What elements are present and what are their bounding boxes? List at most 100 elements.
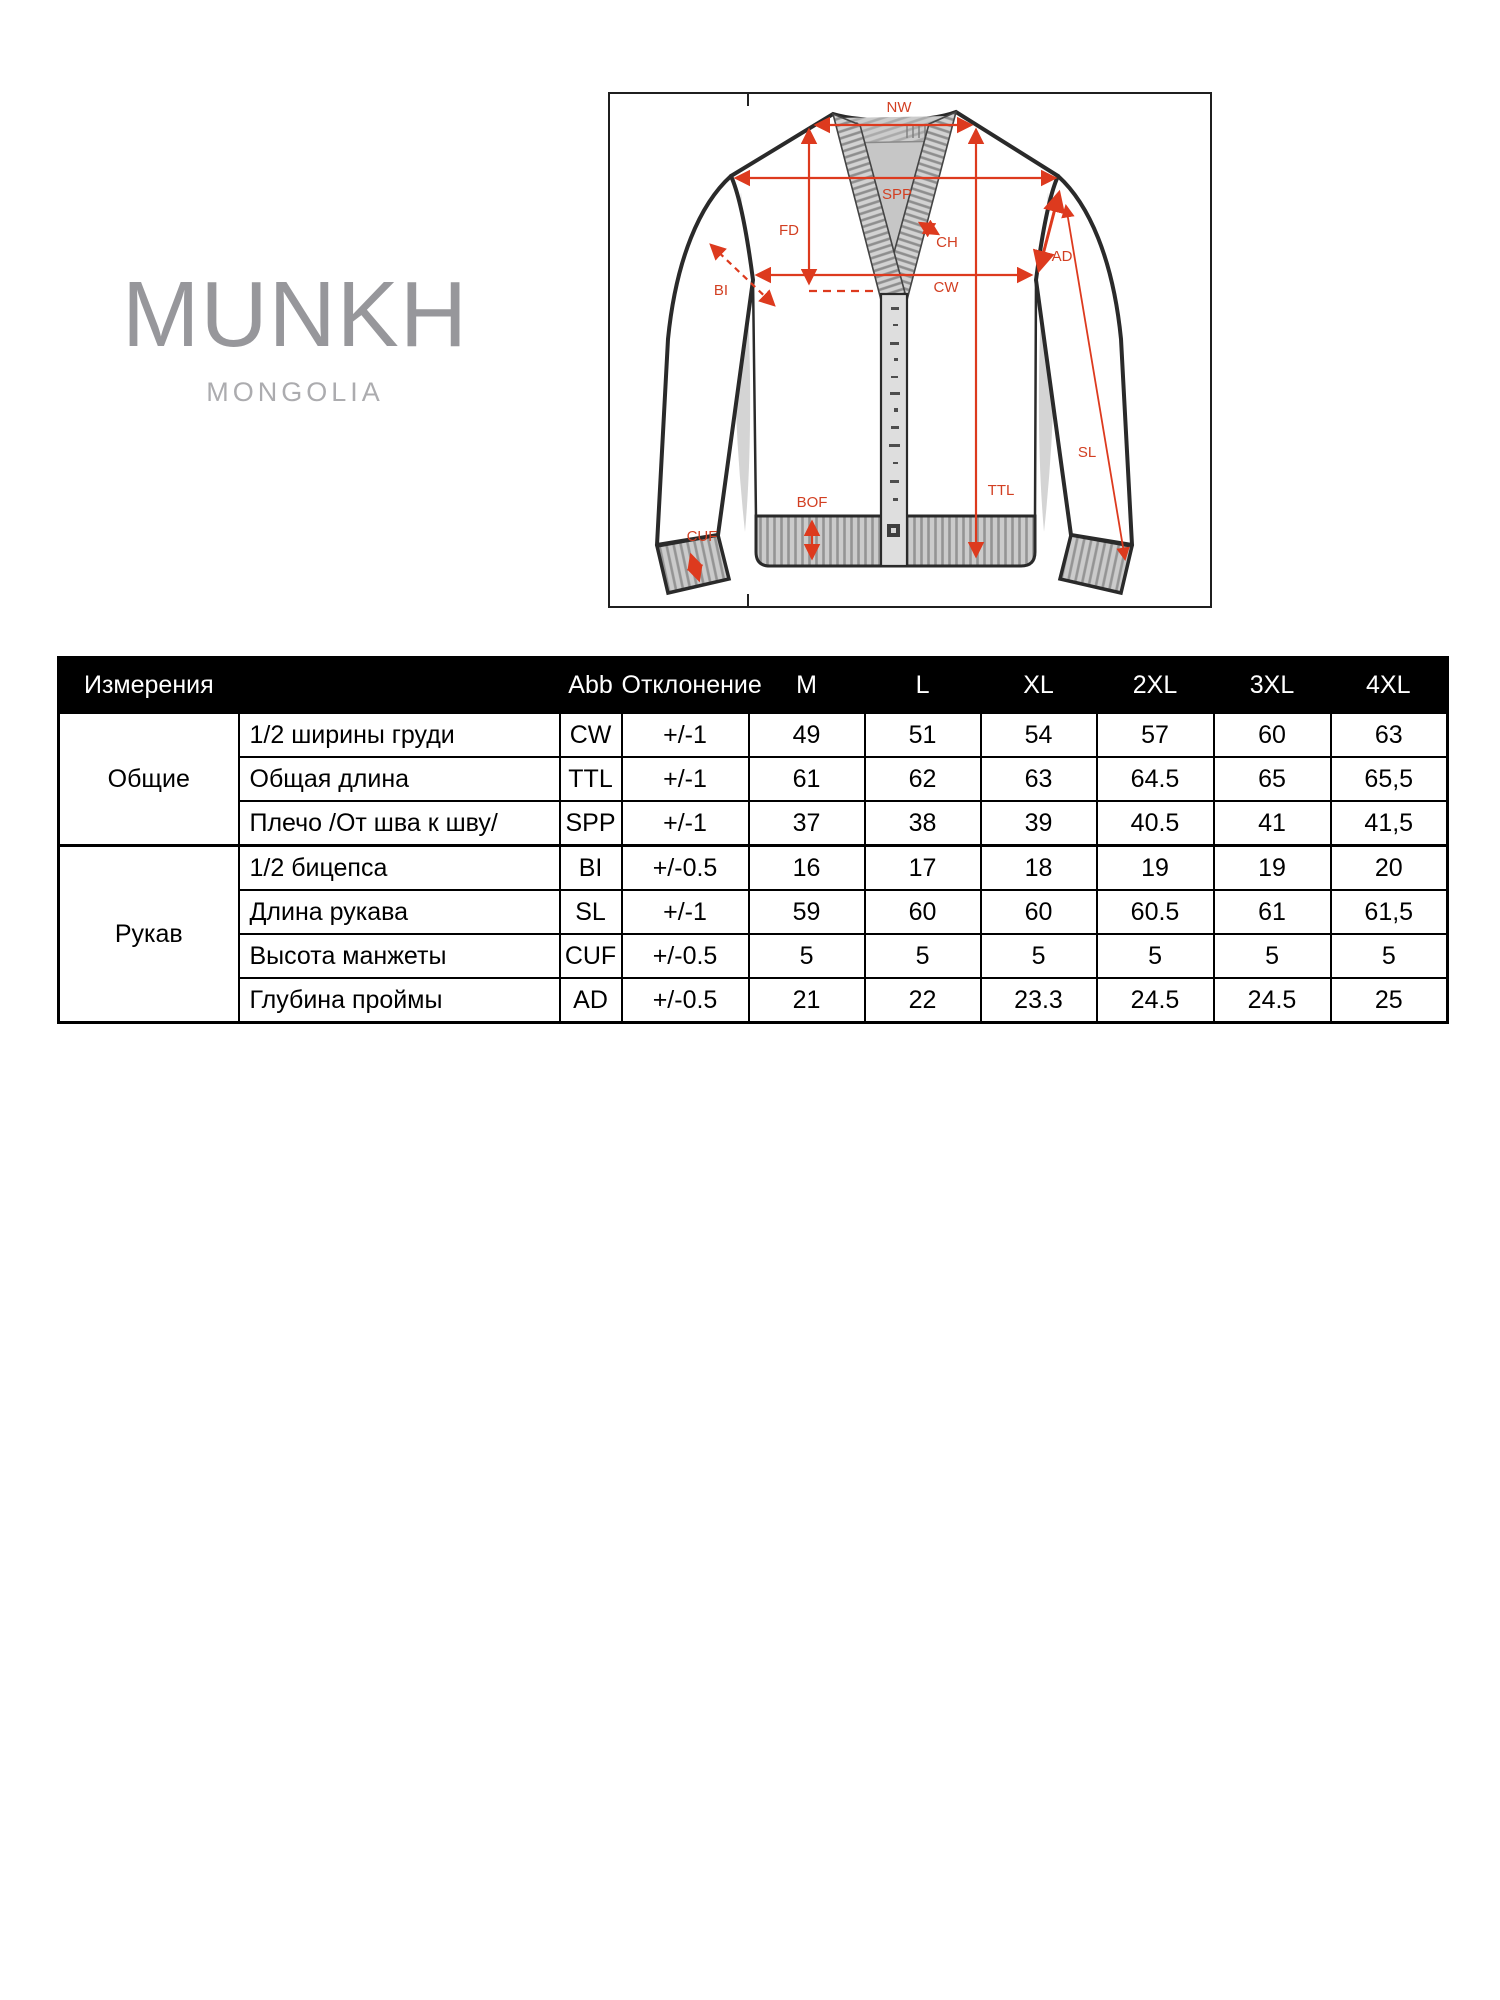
header-size-m: M (748, 657, 865, 713)
measurement-annotations (686, 116, 1130, 583)
value-cell: 17 (863, 844, 982, 891)
value-cell: 5 (979, 933, 1098, 979)
measure-abb: SL (558, 889, 623, 935)
label-sl: SL (1078, 444, 1096, 461)
header-size-xl: XL (980, 657, 1097, 713)
value-cell: 41,5 (1329, 800, 1449, 847)
measure-dev: +/-1 (620, 756, 750, 802)
table-row: Общая длина TTL +/-1 61 62 63 64.5 65 65… (59, 756, 1449, 802)
value-cell: 38 (863, 800, 982, 847)
measure-abb: CW (558, 712, 623, 758)
label-ad: AD (1052, 248, 1073, 265)
measure-abb: SPP (558, 800, 623, 847)
value-cell: 62 (863, 756, 982, 802)
table-header-row: Измерения Abb Отклонение M L XL 2XL 3XL … (58, 657, 1448, 713)
size-table: Измерения Abb Отклонение M L XL 2XL 3XL … (57, 656, 1450, 1024)
value-cell: 19 (1212, 844, 1332, 891)
header-size-l: L (864, 657, 981, 713)
value-cell: 59 (747, 889, 866, 935)
value-cell: 63 (979, 756, 1098, 802)
value-cell: 57 (1095, 712, 1215, 758)
measure-name: 1/2 бицепса (237, 844, 561, 891)
value-cell: 61 (747, 756, 866, 802)
header-size-4xl: 4XL (1330, 657, 1448, 713)
value-cell: 21 (747, 977, 866, 1024)
label-bof: BOF (797, 494, 828, 511)
group-label-general: Общие (57, 712, 240, 847)
table-row: Глубина проймы AD +/-0.5 21 22 23.3 24.5… (59, 977, 1449, 1024)
value-cell: 49 (747, 712, 866, 758)
value-cell: 20 (1329, 844, 1449, 891)
measure-name: Общая длина (237, 756, 561, 802)
label-ttl: TTL (988, 482, 1015, 499)
measure-abb: AD (558, 977, 623, 1024)
label-ch: CH (936, 234, 958, 251)
value-cell: 65 (1212, 756, 1332, 802)
measure-name: Высота манжеты (237, 933, 561, 979)
header-size-3xl: 3XL (1213, 657, 1331, 713)
measure-name: Плечо /От шва к шву/ (237, 800, 561, 847)
value-cell: 60 (1212, 712, 1332, 758)
value-cell: 37 (747, 800, 866, 847)
table-row: Высота манжеты CUF +/-0.5 5 5 5 5 5 5 (59, 933, 1449, 979)
value-cell: 60 (863, 889, 982, 935)
header-measurements: Измерения (58, 657, 560, 713)
value-cell: 5 (1212, 933, 1332, 979)
value-cell: 51 (863, 712, 982, 758)
value-cell: 25 (1329, 977, 1449, 1024)
table-row: Длина рукава SL +/-1 59 60 60 60.5 61 61… (59, 889, 1449, 935)
measure-dev: +/-1 (620, 889, 750, 935)
header-abb: Abb (559, 657, 622, 713)
measure-dev: +/-1 (620, 712, 750, 758)
measure-dev: +/-0.5 (620, 977, 750, 1024)
value-cell: 18 (979, 844, 1098, 891)
value-cell: 23.3 (979, 977, 1098, 1024)
value-cell: 60.5 (1095, 889, 1215, 935)
header-size-2xl: 2XL (1096, 657, 1214, 713)
value-cell: 64.5 (1095, 756, 1215, 802)
measure-name: Длина рукава (237, 889, 561, 935)
table-row: Общие 1/2 ширины груди CW +/-1 49 51 54 … (57, 712, 1449, 847)
measure-name: 1/2 ширины груди (237, 712, 561, 758)
value-cell: 54 (979, 712, 1098, 758)
measure-dev: +/-0.5 (620, 844, 750, 891)
value-cell: 40.5 (1095, 800, 1215, 847)
value-cell: 39 (979, 800, 1098, 847)
measurement-labels: NW SPP FD CH BI CW AD TTL SL BOF CUF (687, 99, 1097, 545)
value-cell: 61 (1212, 889, 1332, 935)
brand-region: MONGOLIA (206, 377, 384, 407)
label-cuf: CUF (687, 528, 718, 545)
cardigan-measurement-diagram: NW SPP FD CH BI CW AD TTL SL BOF CUF (654, 94, 1135, 606)
group-label-sleeve: Рукав (57, 844, 240, 1024)
measure-name: Глубина проймы (237, 977, 561, 1024)
measure-abb: CUF (558, 933, 623, 979)
header-deviation: Отклонение (621, 657, 762, 713)
cardigan-drawing (654, 109, 1135, 596)
value-cell: 5 (747, 933, 866, 979)
value-cell: 24.5 (1095, 977, 1215, 1024)
measure-dev: +/-1 (620, 800, 750, 847)
label-spp: SPP (882, 186, 912, 203)
label-bi: BI (714, 282, 728, 299)
table-row: Плечо /От шва к шву/ SPP +/-1 37 38 39 4… (59, 800, 1449, 847)
garment-diagram-box: NW SPP FD CH BI CW AD TTL SL BOF CUF (608, 92, 1212, 608)
brand-logo: MUNKH MONGOLIA (88, 268, 502, 408)
value-cell: 41 (1212, 800, 1332, 847)
value-cell: 19 (1095, 844, 1215, 891)
value-cell: 5 (1095, 933, 1215, 979)
value-cell: 5 (1329, 933, 1449, 979)
label-fd: FD (779, 222, 799, 239)
label-cw: CW (934, 279, 960, 296)
value-cell: 65,5 (1329, 756, 1449, 802)
value-cell: 22 (863, 977, 982, 1024)
measure-dev: +/-0.5 (620, 933, 750, 979)
value-cell: 63 (1329, 712, 1449, 758)
value-cell: 16 (747, 844, 866, 891)
value-cell: 61,5 (1329, 889, 1449, 935)
value-cell: 5 (863, 933, 982, 979)
table-row: Рукав 1/2 бицепса BI +/-0.5 16 17 18 19 … (57, 844, 1449, 1024)
value-cell: 24.5 (1212, 977, 1332, 1024)
measure-abb: BI (558, 844, 623, 891)
brand-name: MUNKH (122, 262, 468, 366)
